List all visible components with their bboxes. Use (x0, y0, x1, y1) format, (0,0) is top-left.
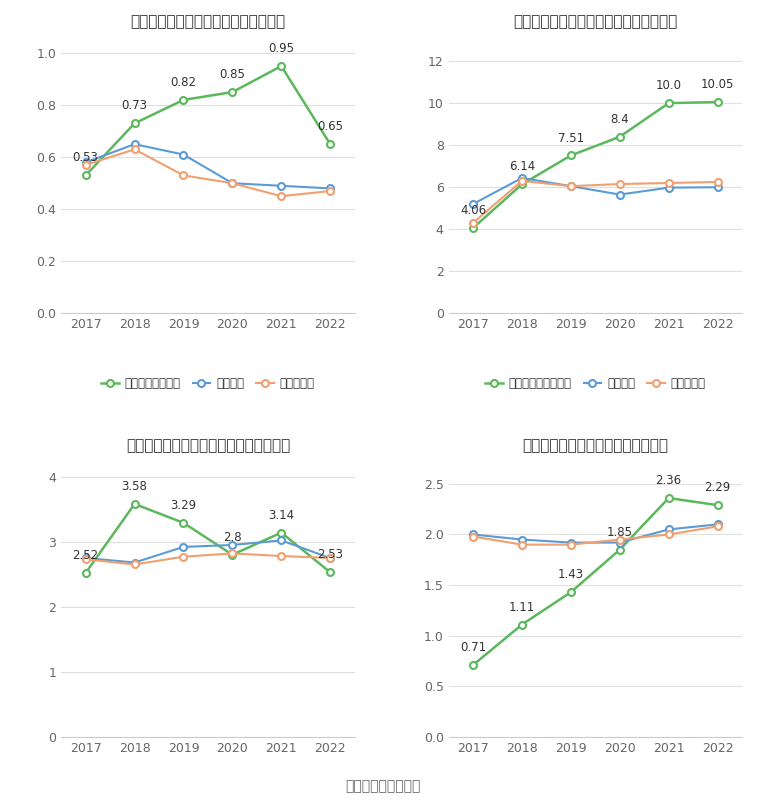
Text: 10.0: 10.0 (656, 79, 682, 92)
Text: 2.52: 2.52 (73, 549, 99, 562)
Text: 0.82: 0.82 (171, 76, 197, 89)
Text: 8.4: 8.4 (610, 113, 629, 126)
Legend: 公司存货周转率, 行业均值, 行业中位数: 公司存货周转率, 行业均值, 行业中位数 (487, 796, 703, 801)
Text: 0.95: 0.95 (269, 42, 295, 55)
Text: 2.29: 2.29 (705, 481, 731, 494)
Text: 0.71: 0.71 (460, 641, 486, 654)
Text: 3.58: 3.58 (122, 480, 148, 493)
Text: 2.36: 2.36 (656, 474, 682, 487)
Text: 3.14: 3.14 (269, 509, 295, 521)
Title: 美埃科技历年固定资产周转率情况（次）: 美埃科技历年固定资产周转率情况（次） (513, 14, 678, 29)
Text: 数据来源：恒生聚源: 数据来源：恒生聚源 (345, 779, 420, 793)
Text: 0.73: 0.73 (122, 99, 148, 112)
Legend: 公司总资产周转率, 行业均值, 行业中位数: 公司总资产周转率, 行业均值, 行业中位数 (96, 372, 319, 395)
Text: 6.14: 6.14 (509, 160, 535, 173)
Title: 美埃科技历年总资产周转率情况（次）: 美埃科技历年总资产周转率情况（次） (130, 14, 285, 29)
Text: 1.11: 1.11 (509, 601, 535, 614)
Text: 2.8: 2.8 (223, 531, 242, 544)
Text: 0.53: 0.53 (73, 151, 99, 164)
Legend: 公司应收账款周转率, 行业均值, 行业中位数: 公司应收账款周转率, 行业均值, 行业中位数 (93, 796, 323, 801)
Text: 2.53: 2.53 (317, 549, 343, 562)
Text: 1.85: 1.85 (607, 525, 633, 539)
Title: 美埃科技历年存货周转率情况（次）: 美埃科技历年存货周转率情况（次） (522, 438, 669, 453)
Text: 1.43: 1.43 (558, 568, 584, 582)
Title: 美埃科技历年应收账款周转率情况（次）: 美埃科技历年应收账款周转率情况（次） (125, 438, 290, 453)
Text: 4.06: 4.06 (460, 204, 486, 217)
Text: 0.85: 0.85 (220, 68, 246, 81)
Text: 3.29: 3.29 (171, 499, 197, 512)
Text: 10.05: 10.05 (701, 78, 734, 91)
Legend: 公司固定资产周转率, 行业均值, 行业中位数: 公司固定资产周转率, 行业均值, 行业中位数 (480, 372, 710, 395)
Text: 0.65: 0.65 (317, 120, 343, 133)
Text: 7.51: 7.51 (558, 131, 584, 144)
